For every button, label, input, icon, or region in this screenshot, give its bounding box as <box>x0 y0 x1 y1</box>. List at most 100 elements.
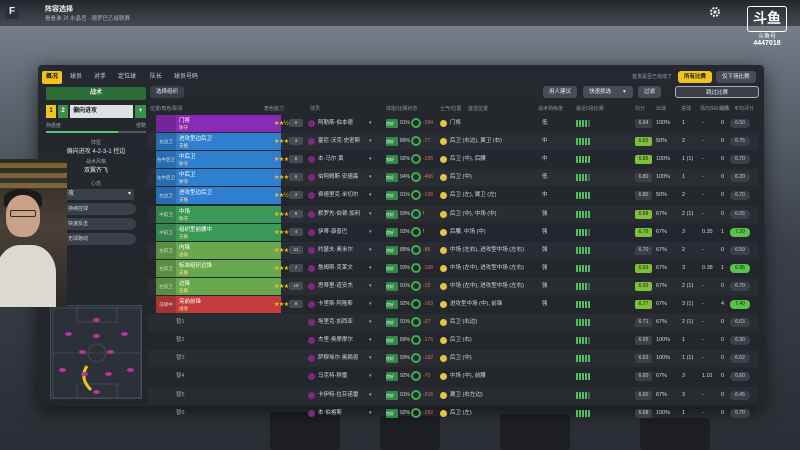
table-row[interactable]: 替4 马克特·穆雷 ▾ 良好 92% -70 中场 (中), 前腰 6.60 67% 3 1.01 0… <box>148 368 758 385</box>
player-name[interactable]: 卡里斯·阿隆斯 <box>318 301 353 307</box>
tactic-slot-1[interactable]: 1 <box>46 104 56 118</box>
role-cell[interactable]: 标准组织边锋 支援 ★★★ <box>176 259 289 277</box>
chevron-down-icon[interactable]: ▾ <box>369 192 372 199</box>
player-marker[interactable] <box>93 318 100 322</box>
role-cell[interactable]: 突前前锋 进攻 ★★★★ <box>176 296 294 313</box>
table-row[interactable]: 中前卫 中场 防守 ★★★ 8 默罗先·伯顿·加利 ▾ 良好 93%! 后卫 (中), 中场 (中… <box>148 205 758 223</box>
role-cell[interactable]: 中后卫 防守 ★★★ <box>176 169 289 187</box>
role-cell[interactable]: 中场 防守 ★★★ <box>176 205 289 223</box>
table-row[interactable]: 右中后卫 中后卫 防守 ★★★ 5 本·马尔·黄 ▾ 良好 92% -195 后卫 (中), 后腰 中… <box>148 151 758 169</box>
table-row[interactable]: 右前卫 标准组织边锋 支援 ★★★ 7 詹姆斯·克莱文 ▾ 良好 93% -108 中场 (左中),… <box>148 259 758 277</box>
role-cell[interactable]: 组织型前腰中 支援 ★★★ <box>176 223 289 241</box>
option-button-counter[interactable]: 快速反击 <box>56 218 136 230</box>
tab-players[interactable]: 球员 <box>70 74 83 80</box>
gear-icon[interactable] <box>709 6 721 18</box>
header-form[interactable]: 最近5场比赛 <box>576 106 604 112</box>
player-name[interactable]: 卡伊特·拉芬诺雷 <box>318 391 359 398</box>
style-select[interactable]: 进攻 ▾ <box>58 189 134 200</box>
header-condition[interactable]: 体能/比赛状态 <box>386 106 418 112</box>
chevron-down-icon[interactable]: ▾ <box>369 228 372 235</box>
player-marker[interactable] <box>121 332 128 336</box>
table-row[interactable]: 左中后卫 中后卫 防守 ★★★ 6 伯阿姆斯·安德森 ▾ 良好 94% -406 后卫 (中) 低 6.… <box>148 169 758 187</box>
quick-pick-dropdown[interactable]: ▾ <box>620 86 629 98</box>
player-marker[interactable] <box>65 332 72 336</box>
role-cell[interactable]: 中后卫 防守 ★★★ <box>176 151 289 169</box>
chevron-down-icon[interactable]: ▾ <box>369 282 372 289</box>
header-xg[interactable]: 场均SR/出场 <box>700 106 729 112</box>
header-preferred[interactable]: 首选位置 <box>468 106 489 112</box>
player-name[interactable]: 默罗先·伯顿·加利 <box>318 210 361 217</box>
player-name[interactable]: 塞尼·沃克·史密斯 <box>318 138 361 145</box>
header-apps[interactable]: 出场 <box>656 106 667 112</box>
tab-opponent[interactable]: 对手 <box>94 74 107 80</box>
select-tactic-button[interactable]: 选择组织 <box>150 86 185 98</box>
player-name[interactable]: 费德里克·米切尔 <box>318 192 359 199</box>
tab-captains[interactable]: 队长 <box>150 74 163 80</box>
role-cell[interactable]: 门将 防守 ★★½ <box>176 115 289 132</box>
table-row[interactable]: 替3 萨穆埃尔·奥赖恩 ▾ 良好 93% -182 后卫 (中) 6.63 100% 1 (1) -… <box>148 350 758 367</box>
chevron-down-icon[interactable]: ▾ <box>369 138 372 145</box>
option-button-possession[interactable]: 持续控球 <box>56 203 136 215</box>
table-row[interactable]: 左前卫 内锋 进攻 ★★★ 11 约瑟夫·奥米尔 ▾ 良好 89% -88 中场 (左右), 进攻型… <box>148 241 758 259</box>
header-rating[interactable]: 均分 <box>635 106 646 112</box>
header-player[interactable]: 球员 <box>310 106 321 112</box>
all-matches-button[interactable]: 所有比赛 <box>678 71 713 83</box>
table-row[interactable]: 右边卫 进攻型边后卫 支援 ★★★ 3 塞尼·沃克·史密斯 ▾ 良好 89% -77 后卫 (右边)… <box>148 133 758 151</box>
add-tactic-button[interactable]: + <box>135 104 146 118</box>
chevron-down-icon[interactable]: ▾ <box>369 409 372 416</box>
table-row[interactable]: 替2 杰里·奥摩摩尔 ▾ 良好 89% -176 后卫 (右) 6.65 100% 1 - 0 6.30 <box>148 332 758 349</box>
chevron-down-icon[interactable]: ▾ <box>369 319 372 326</box>
table-row[interactable]: 前锋中 突前前锋 进攻 ★★★★ 9 卡里斯·阿隆斯 ▾ 良好 92% -163 进攻型中场 (中)… <box>148 296 758 313</box>
player-name[interactable]: 本·马尔·黄 <box>318 156 344 163</box>
player-marker[interactable] <box>79 350 86 354</box>
chevron-down-icon[interactable]: ▾ <box>369 246 372 253</box>
table-row[interactable]: 左前卫 边锋 支援 ★★★ 10 思蒂里·道安杰 ▾ 良好 91% -15 中场 (左中), 进攻型… <box>148 277 758 295</box>
player-marker[interactable] <box>93 334 100 338</box>
chevron-down-icon[interactable]: ▾ <box>369 391 372 398</box>
header-morale[interactable]: 士气/位置 <box>440 106 462 112</box>
chevron-down-icon[interactable]: ▾ <box>369 174 372 181</box>
tab-squad-numbers[interactable]: 球员号码 <box>174 74 199 80</box>
player-name[interactable]: 伯阿姆斯·安德森 <box>318 174 359 181</box>
chevron-down-icon[interactable]: ▾ <box>369 355 372 362</box>
player-marker[interactable] <box>105 372 112 376</box>
player-name[interactable]: 杰里·奥摩摩尔 <box>318 337 353 344</box>
role-cell[interactable]: 进攻型边后卫 支援 ★★★ <box>176 133 289 151</box>
table-row[interactable]: 替1 埃里克·加西亚 ▾ 良好 91% -37 后卫 (右边) 6.71 67% 2 (1) - 0 6… <box>148 314 758 331</box>
chevron-down-icon[interactable]: ▾ <box>369 120 372 126</box>
player-name[interactable]: 伊蒂·康普巴 <box>318 228 348 235</box>
table-row[interactable]: 替5 卡伊特·拉芬诺雷 ▾ 良好 91% -216 翼卫 (右左边) 6.60 67% 3 - 0 6.… <box>148 387 758 404</box>
player-name[interactable]: 詹姆斯·克莱文 <box>318 264 353 271</box>
header-average[interactable]: 平均评分 <box>734 106 755 112</box>
player-name[interactable]: 马克特·穆雷 <box>318 373 348 380</box>
table-row[interactable]: 左边卫 进攻型边后卫 支援 ★★½ 3 费德里克·米切尔 ▾ 良好 91% -138 后卫 (左),… <box>148 187 758 205</box>
skip-match-button[interactable]: 跳过比赛 <box>675 86 759 98</box>
chevron-down-icon[interactable]: ▾ <box>369 301 372 307</box>
option-button-movement[interactable]: 无球跑动 <box>56 233 136 245</box>
table-row[interactable]: 门将 防守 ★★½ 0 阿勒斯·伯本德 ▾ 良好 91% -394 门将低 6.64 100% 1-0 6… <box>148 115 758 132</box>
use-advice-button[interactable]: 用人建议 <box>543 86 578 98</box>
table-row[interactable]: 替6 本·伯格斯 ▾ 良好 92% -282 后卫 (左) 6.68 100% 1 - 0 6.70 <box>148 405 758 422</box>
player-name[interactable]: 思蒂里·道安杰 <box>318 282 353 289</box>
player-name[interactable]: 阿勒斯·伯本德 <box>318 120 353 126</box>
header-goals[interactable]: 进球 <box>681 106 692 112</box>
tab-set-pieces[interactable]: 定位球 <box>118 74 137 80</box>
this-match-button[interactable]: 仅下场比赛 <box>716 71 756 83</box>
tab-overview[interactable]: 概况 <box>42 71 63 84</box>
role-cell[interactable]: 进攻型边后卫 支援 ★★½ <box>176 187 289 205</box>
chevron-down-icon[interactable]: ▾ <box>369 337 372 344</box>
chevron-down-icon[interactable]: ▾ <box>369 373 372 380</box>
role-cell[interactable]: 内锋 进攻 ★★★ <box>176 241 289 259</box>
player-marker[interactable] <box>107 350 114 354</box>
tactic-slot-2[interactable]: 2 <box>58 104 68 118</box>
player-name[interactable]: 本·伯格斯 <box>318 409 342 416</box>
chevron-down-icon[interactable]: ▾ <box>369 264 372 271</box>
chevron-down-icon[interactable]: ▾ <box>369 210 372 217</box>
player-name[interactable]: 约瑟夫·奥米尔 <box>318 246 353 253</box>
header-assists[interactable]: 助攻 <box>720 106 731 112</box>
player-name[interactable]: 萨穆埃尔·奥赖恩 <box>318 355 359 362</box>
player-marker[interactable] <box>127 368 134 372</box>
player-marker[interactable] <box>81 372 88 376</box>
player-marker[interactable] <box>93 390 100 394</box>
tactic-select[interactable]: 偏向进攻 <box>70 104 133 118</box>
